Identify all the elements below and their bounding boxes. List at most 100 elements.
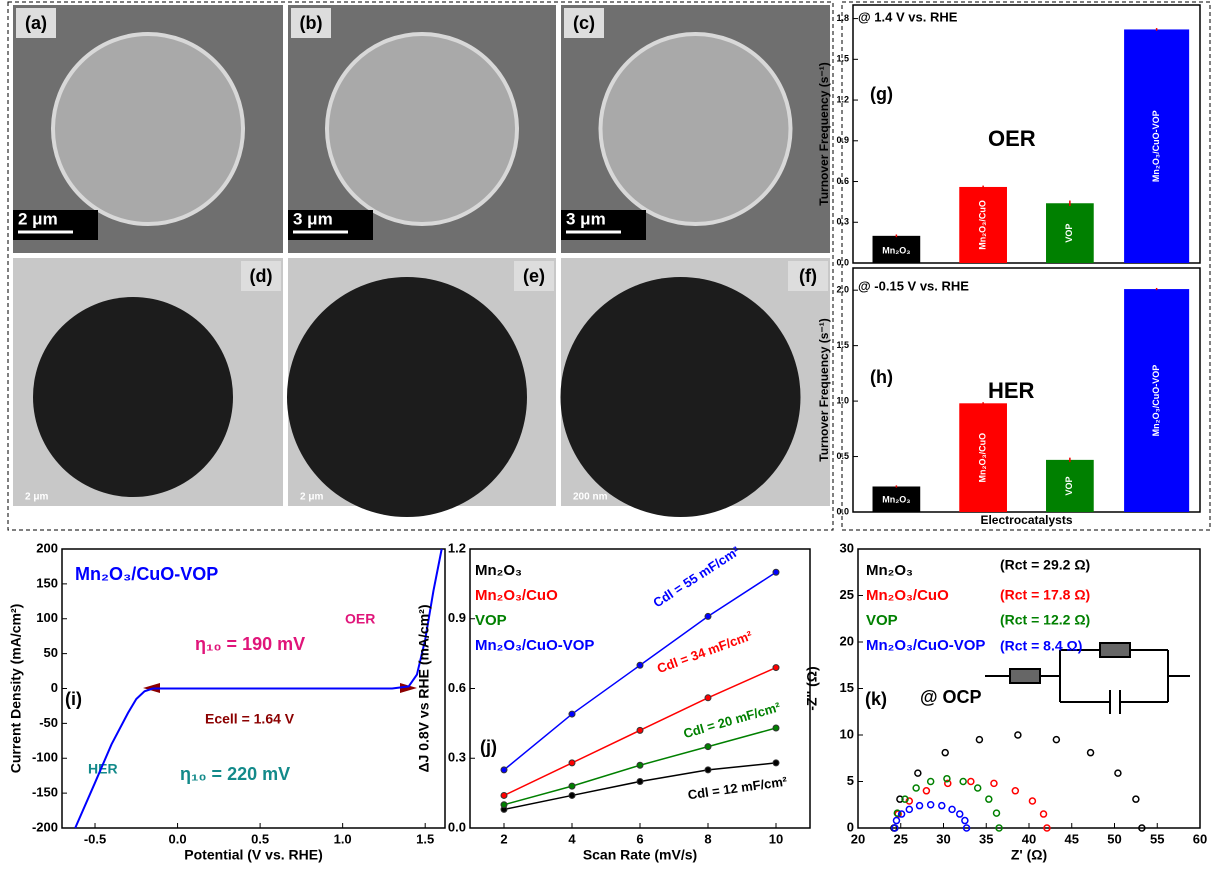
bar-label: VOP (1064, 224, 1074, 243)
scale-label: 3 μm (293, 209, 333, 228)
y-tick-label: 0.9 (448, 610, 466, 625)
y-tick-label: 50 (44, 645, 58, 660)
point (975, 785, 981, 791)
point (957, 811, 963, 817)
y-tick-label: 100 (36, 610, 58, 625)
annotation: Cdl = 12 mF/cm² (687, 774, 789, 803)
particle (53, 34, 243, 224)
particle (327, 34, 517, 224)
x-tick-label: 1.0 (334, 831, 352, 846)
point (637, 762, 643, 768)
legend-entry: Mn₂O₃/CuO (475, 587, 558, 604)
panel-label: (c) (573, 13, 595, 33)
point (976, 737, 982, 743)
x-tick-label: 2 (500, 831, 507, 846)
scale-label: 2 μm (25, 492, 48, 503)
y-axis-label: Turnover Frequency (s⁻¹) (817, 62, 831, 205)
legend-entry: Mn₂O₃/CuO (866, 587, 949, 604)
point (569, 760, 575, 766)
curve (75, 549, 441, 828)
point (913, 785, 919, 791)
point (1053, 737, 1059, 743)
panel-label: (e) (523, 266, 545, 286)
x-tick-label: -0.5 (84, 831, 106, 846)
x-tick-label: 0.5 (251, 831, 269, 846)
bar-label: Mn₂O₃/CuO-VOP (1151, 365, 1161, 437)
y-tick-label: -200 (32, 819, 58, 834)
y-tick-label: 10 (840, 726, 854, 741)
annotation: Ecell = 1.64 V (205, 711, 295, 727)
point (569, 792, 575, 798)
y-tick-label: 0.3 (836, 217, 849, 227)
x-tick-label: 60 (1193, 831, 1207, 846)
y-tick-label: -50 (39, 715, 58, 730)
annotation: (g) (870, 84, 893, 104)
y-tick-label: 1.2 (836, 94, 849, 104)
point (501, 792, 507, 798)
annotation: @ OCP (920, 687, 982, 707)
scale-label: 2 μm (300, 492, 323, 503)
y-tick-label: 200 (36, 540, 58, 555)
y-tick-label: 0.9 (836, 135, 849, 145)
annotation: Cdl = 34 mF/cm² (655, 628, 755, 677)
annotation: Cdl = 55 mF/cm² (650, 543, 743, 610)
point (915, 770, 921, 776)
annotation: (Rct = 12.2 Ω) (1000, 612, 1090, 628)
annotation: OER (345, 611, 375, 627)
annotation: (Rct = 17.8 Ω) (1000, 587, 1090, 603)
particle (33, 297, 233, 497)
annotation: Cdl = 20 mF/cm² (682, 699, 783, 741)
y-tick-label: 0.3 (448, 750, 466, 765)
legend-entry: Mn₂O₃/CuO-VOP (475, 637, 594, 654)
annotation: (h) (870, 367, 893, 387)
point (1133, 796, 1139, 802)
point (1029, 798, 1035, 804)
x-tick-label: 50 (1107, 831, 1121, 846)
y-tick-label: 20 (840, 633, 854, 648)
y-axis-label: -Z'' (Ω) (804, 666, 820, 710)
point (1015, 732, 1021, 738)
x-tick-label: 0.0 (169, 831, 187, 846)
y-tick-label: 1.5 (836, 54, 849, 64)
y-tick-label: 0.6 (448, 680, 466, 695)
y-tick-label: 25 (840, 587, 854, 602)
panel-label: (b) (300, 13, 323, 33)
annotation: (k) (865, 689, 887, 709)
y-tick-label: 1.0 (836, 395, 849, 405)
x-tick-label: 40 (1022, 831, 1036, 846)
legend-entry: Mn₂O₃ (475, 562, 522, 579)
x-axis-label: Electrocatalysts (980, 513, 1072, 527)
point (705, 695, 711, 701)
bar-label: Mn₂O₃ (882, 494, 910, 504)
x-tick-label: 6 (636, 831, 643, 846)
y-tick-label: 150 (36, 575, 58, 590)
point (637, 779, 643, 785)
y-tick-label: 1.8 (836, 13, 849, 23)
point (773, 725, 779, 731)
point (968, 779, 974, 785)
particle (287, 277, 527, 517)
annotation: (j) (480, 737, 497, 757)
y-tick-label: 30 (840, 540, 854, 555)
point (906, 806, 912, 812)
bar-label: Mn₂O₃/CuO (978, 433, 988, 483)
point (773, 569, 779, 575)
point (928, 779, 934, 785)
point (942, 750, 948, 756)
y-tick-label: 1.2 (448, 540, 466, 555)
point (949, 806, 955, 812)
x-tick-label: 25 (894, 831, 908, 846)
x-tick-label: 4 (568, 831, 576, 846)
x-tick-label: 1.5 (416, 831, 434, 846)
x-axis-label: Z' (Ω) (1011, 847, 1047, 863)
annotation: @ -0.15 V vs. RHE (858, 278, 969, 293)
x-axis-label: Potential (V vs. RHE) (184, 847, 322, 863)
point (705, 767, 711, 773)
y-tick-label: -100 (32, 750, 58, 765)
y-tick-label: 1.5 (836, 340, 849, 350)
panel-label: (d) (250, 266, 273, 286)
legend-entry: Mn₂O₃/CuO-VOP (866, 637, 985, 654)
point (501, 802, 507, 808)
x-tick-label: 30 (936, 831, 950, 846)
x-axis-label: Scan Rate (mV/s) (583, 847, 697, 863)
